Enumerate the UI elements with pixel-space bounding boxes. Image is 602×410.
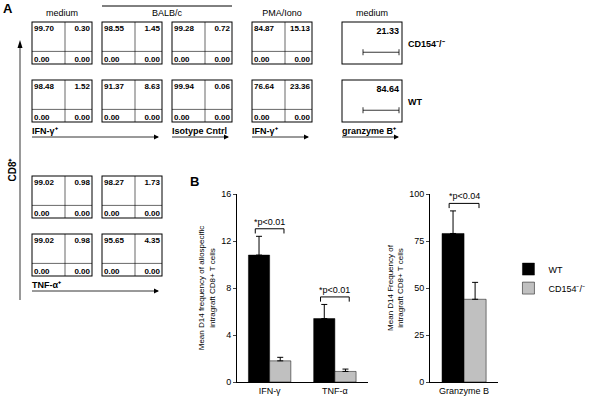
svg-text:0.98: 0.98 [74, 236, 90, 245]
svg-text:84.87: 84.87 [254, 24, 275, 33]
svg-text:95.65: 95.65 [104, 236, 125, 245]
svg-text:medium: medium [46, 8, 78, 18]
svg-text:1.45: 1.45 [144, 24, 160, 33]
svg-text:21.33: 21.33 [376, 26, 399, 36]
svg-text:IFN-γ: IFN-γ [259, 386, 281, 396]
svg-text:0: 0 [419, 377, 424, 387]
svg-text:0.00: 0.00 [144, 55, 160, 64]
svg-text:0.00: 0.00 [74, 113, 90, 122]
svg-text:WT: WT [408, 97, 422, 107]
svg-text:99.28: 99.28 [174, 24, 195, 33]
svg-text:75: 75 [414, 236, 424, 246]
svg-text:IFN-γ⁺: IFN-γ⁺ [252, 126, 278, 136]
svg-text:0.06: 0.06 [214, 82, 230, 91]
svg-text:0.00: 0.00 [104, 209, 120, 218]
svg-text:0.00: 0.00 [34, 55, 50, 64]
svg-text:0.00: 0.00 [34, 113, 50, 122]
svg-text:0: 0 [226, 377, 231, 387]
svg-text:0.00: 0.00 [214, 113, 230, 122]
svg-text:CD154⁻/⁻: CD154⁻/⁻ [408, 39, 445, 49]
svg-text:0.00: 0.00 [174, 55, 190, 64]
svg-text:0.00: 0.00 [144, 267, 160, 276]
svg-text:98.48: 98.48 [34, 82, 55, 91]
svg-text:B: B [190, 174, 199, 189]
svg-text:*p<0.01: *p<0.01 [319, 285, 350, 295]
svg-text:granzyme B⁺: granzyme B⁺ [342, 126, 396, 136]
svg-text:25: 25 [414, 330, 424, 340]
svg-text:4.35: 4.35 [144, 236, 160, 245]
svg-text:0.30: 0.30 [74, 24, 90, 33]
svg-text:0.72: 0.72 [214, 24, 230, 33]
svg-text:98.55: 98.55 [104, 24, 125, 33]
svg-text:15.13: 15.13 [290, 24, 311, 33]
svg-text:76.64: 76.64 [254, 82, 275, 91]
svg-text:IFN-γ⁺: IFN-γ⁺ [32, 126, 58, 136]
svg-text:1.52: 1.52 [74, 82, 90, 91]
svg-text:0.00: 0.00 [34, 209, 50, 218]
svg-text:0.00: 0.00 [104, 113, 120, 122]
svg-text:12: 12 [221, 236, 231, 246]
svg-text:Mean D14 frequency of allospec: Mean D14 frequency of allospecificintrag… [197, 226, 216, 351]
svg-text:0.00: 0.00 [144, 209, 160, 218]
svg-text:0.00: 0.00 [104, 55, 120, 64]
svg-text:0.00: 0.00 [74, 55, 90, 64]
svg-text:Granzyme B: Granzyme B [439, 386, 489, 396]
svg-text:8.63: 8.63 [144, 82, 160, 91]
svg-text:1.73: 1.73 [144, 178, 160, 187]
svg-text:84.64: 84.64 [376, 84, 399, 94]
svg-text:TNF-α: TNF-α [322, 386, 348, 396]
svg-text:*p<0.01: *p<0.01 [254, 217, 285, 227]
svg-text:99.02: 99.02 [34, 178, 55, 187]
svg-text:0.00: 0.00 [144, 113, 160, 122]
svg-text:100: 100 [409, 189, 424, 199]
svg-text:0.00: 0.00 [34, 267, 50, 276]
svg-text:CD8⁺: CD8⁺ [7, 158, 18, 182]
svg-text:50: 50 [414, 283, 424, 293]
svg-text:medium: medium [356, 8, 388, 18]
svg-text:A: A [3, 1, 13, 16]
svg-text:0.00: 0.00 [254, 113, 270, 122]
svg-text:BALB/c: BALB/c [152, 8, 183, 18]
svg-text:8: 8 [226, 283, 231, 293]
svg-text:99.70: 99.70 [34, 24, 55, 33]
svg-text:98.27: 98.27 [104, 178, 125, 187]
svg-text:0.00: 0.00 [294, 113, 310, 122]
svg-text:91.37: 91.37 [104, 82, 125, 91]
svg-text:0.00: 0.00 [104, 267, 120, 276]
svg-text:99.02: 99.02 [34, 236, 55, 245]
svg-text:TNF-α⁺: TNF-α⁺ [32, 280, 61, 290]
svg-text:99.94: 99.94 [174, 82, 195, 91]
svg-text:*p<0.04: *p<0.04 [449, 191, 480, 201]
svg-text:0.00: 0.00 [214, 55, 230, 64]
svg-text:0.98: 0.98 [74, 178, 90, 187]
svg-text:4: 4 [226, 330, 231, 340]
svg-text:0.00: 0.00 [74, 267, 90, 276]
svg-text:Mean D14 Frequency ofintragraf: Mean D14 Frequency ofintragraft CD8+ T c… [386, 244, 405, 331]
svg-text:0.00: 0.00 [254, 55, 270, 64]
svg-text:WT: WT [548, 265, 562, 275]
svg-text:16: 16 [221, 189, 231, 199]
svg-text:CD154⁻/⁻: CD154⁻/⁻ [548, 284, 585, 294]
svg-text:23.36: 23.36 [290, 82, 311, 91]
svg-text:0.00: 0.00 [294, 55, 310, 64]
svg-text:0.00: 0.00 [174, 113, 190, 122]
svg-text:Isotype Cntrl: Isotype Cntrl [172, 126, 227, 136]
svg-text:PMA/Iono: PMA/Iono [262, 8, 302, 18]
svg-text:0.00: 0.00 [74, 209, 90, 218]
